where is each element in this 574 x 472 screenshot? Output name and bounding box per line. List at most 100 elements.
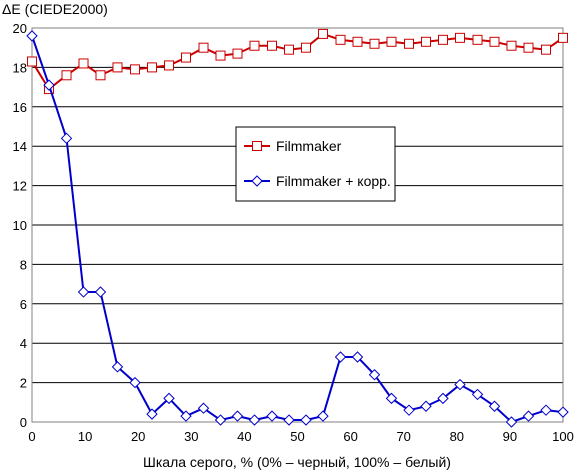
y-tick-label: 10 — [13, 218, 27, 233]
y-tick-label: 8 — [20, 257, 27, 272]
y-tick-label: 14 — [13, 139, 27, 154]
data-point — [78, 58, 89, 69]
data-point — [180, 410, 192, 422]
legend-label-filmmaker: Filmmaker — [276, 138, 342, 154]
y-tick-label: 20 — [13, 21, 27, 36]
data-point — [27, 56, 37, 67]
data-point — [335, 34, 346, 45]
data-point — [215, 50, 226, 61]
legend: Filmmaker Filmmaker + корр. — [235, 126, 396, 202]
series-line — [31, 35, 564, 423]
data-series — [26, 28, 569, 428]
data-point — [267, 40, 278, 51]
y-tick-label: 6 — [20, 297, 27, 312]
plot-area-border — [31, 27, 564, 423]
y-tick-label: 4 — [20, 336, 27, 351]
y-axis-title: ΔE (CIEDE2000) — [2, 1, 108, 17]
x-tick-label: 60 — [343, 429, 357, 444]
data-point — [249, 40, 260, 51]
data-point — [61, 70, 72, 81]
data-point — [403, 404, 415, 416]
data-point — [146, 408, 158, 420]
x-tick-label: 70 — [396, 429, 410, 444]
legend-marker-square-icon — [252, 141, 262, 151]
data-point — [266, 410, 278, 422]
legend-marker-diamond-icon — [251, 175, 263, 187]
data-point — [558, 32, 568, 43]
data-point — [112, 62, 123, 73]
x-tick-label: 10 — [78, 429, 92, 444]
data-point — [147, 62, 158, 73]
series-2 — [26, 30, 569, 428]
data-point — [232, 48, 243, 59]
legend-box — [235, 126, 396, 202]
data-point — [522, 410, 535, 422]
data-point — [43, 79, 55, 91]
data-point — [283, 414, 295, 426]
x-tick-label: 0 — [28, 429, 35, 444]
data-point — [352, 36, 363, 47]
y-tick-label: 2 — [20, 376, 27, 391]
data-point — [317, 28, 328, 39]
data-point — [404, 38, 415, 49]
data-point — [129, 376, 141, 389]
data-point — [180, 52, 191, 63]
data-point — [334, 351, 347, 363]
legend-label-filmmaker-corr: Filmmaker + корр. — [276, 173, 391, 189]
y-tick-label: 18 — [13, 60, 27, 75]
y-tick-label: 12 — [13, 179, 27, 194]
data-point — [317, 410, 329, 422]
data-point — [77, 286, 90, 298]
data-point — [437, 34, 448, 45]
data-point — [489, 36, 500, 47]
data-point — [505, 416, 518, 428]
data-point — [111, 361, 124, 373]
data-point — [26, 30, 38, 42]
data-point — [351, 351, 364, 363]
x-axis-title: Шкала серого, % (0% – черный, 100% – бел… — [143, 454, 451, 470]
data-point — [541, 44, 552, 55]
data-point — [454, 32, 465, 43]
data-point — [163, 60, 174, 71]
data-point — [300, 414, 312, 426]
data-point — [540, 404, 552, 416]
y-axis-tick-labels: 0 2 4 6 8 10 12 14 16 18 20 — [13, 21, 27, 430]
data-point — [437, 392, 449, 405]
data-point — [60, 132, 73, 145]
data-point — [523, 42, 534, 53]
series-1 — [27, 28, 568, 95]
x-tick-label: 80 — [450, 429, 464, 444]
data-point — [95, 70, 106, 81]
data-point — [369, 38, 380, 49]
x-tick-label: 40 — [237, 429, 251, 444]
data-point — [385, 392, 398, 405]
data-point — [284, 44, 295, 55]
data-point — [386, 36, 397, 47]
gridlines — [32, 27, 563, 423]
data-point — [197, 402, 210, 414]
x-tick-label: 20 — [131, 429, 145, 444]
data-point — [130, 64, 141, 75]
data-point — [506, 40, 517, 51]
series-line — [31, 32, 564, 91]
data-point — [454, 378, 466, 391]
x-tick-label: 30 — [184, 429, 198, 444]
data-point — [198, 42, 209, 53]
data-point — [421, 36, 432, 47]
y-tick-label: 16 — [13, 100, 27, 115]
data-point — [488, 400, 501, 412]
data-point — [472, 34, 483, 45]
data-point — [300, 42, 311, 53]
data-point — [163, 392, 175, 405]
data-point — [557, 406, 569, 418]
x-tick-label: 100 — [552, 429, 574, 444]
data-point — [368, 369, 381, 381]
x-tick-label: 90 — [503, 429, 517, 444]
x-tick-label: 50 — [290, 429, 304, 444]
data-point — [94, 286, 107, 298]
y-tick-label: 0 — [20, 415, 27, 430]
data-point — [231, 410, 244, 422]
data-point — [248, 414, 261, 426]
data-point — [471, 388, 484, 401]
